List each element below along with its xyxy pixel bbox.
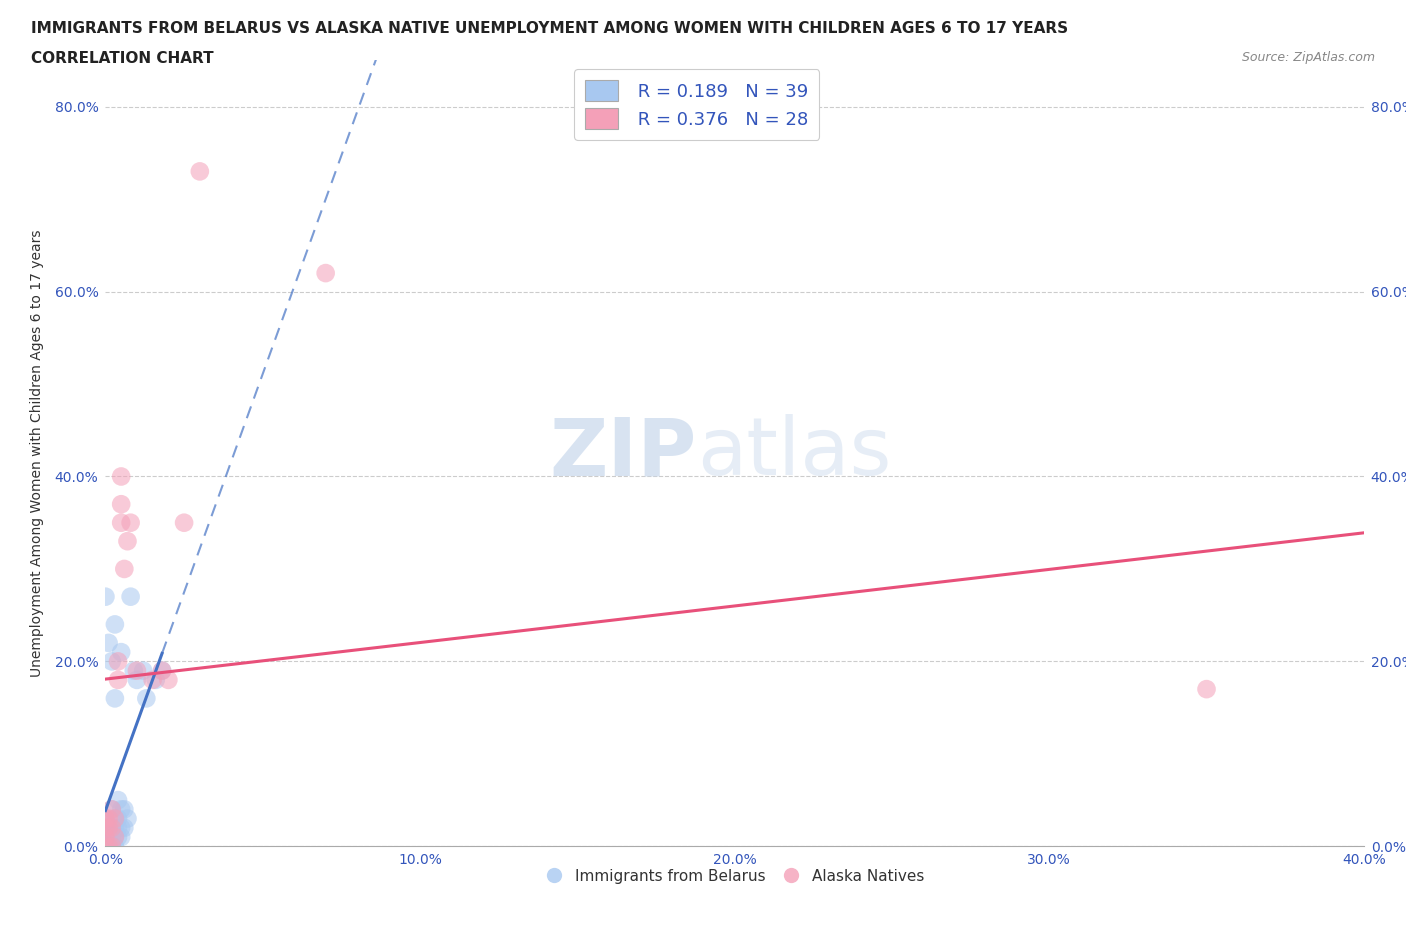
Point: [94, 830, 117, 844]
Point: [107, 830, 129, 844]
Point: [100, 839, 122, 854]
Point: [107, 654, 129, 669]
Point: [150, 663, 173, 678]
Point: [100, 654, 122, 669]
Point: [97, 820, 120, 835]
Point: [97, 635, 120, 650]
Point: [142, 672, 165, 687]
Point: [104, 830, 127, 844]
Point: [135, 691, 157, 706]
Point: [107, 820, 129, 835]
Point: [110, 469, 132, 484]
Point: [157, 672, 180, 687]
Point: [97, 839, 120, 854]
Point: [110, 830, 132, 844]
Point: [150, 663, 173, 678]
Point: [107, 811, 129, 826]
Point: [100, 802, 122, 817]
Point: [97, 820, 120, 835]
Point: [125, 663, 148, 678]
Point: [315, 266, 337, 281]
Point: [110, 644, 132, 659]
Point: [97, 811, 120, 826]
Point: [112, 562, 135, 577]
Point: [94, 820, 117, 835]
Point: [94, 820, 117, 835]
Point: [94, 811, 117, 826]
Point: [97, 830, 120, 844]
Point: [110, 820, 132, 835]
Point: [104, 820, 127, 835]
Point: [107, 792, 129, 807]
Point: [117, 811, 139, 826]
Point: [112, 802, 135, 817]
Text: IMMIGRANTS FROM BELARUS VS ALASKA NATIVE UNEMPLOYMENT AMONG WOMEN WITH CHILDREN : IMMIGRANTS FROM BELARUS VS ALASKA NATIVE…: [31, 21, 1069, 36]
Point: [117, 534, 139, 549]
Point: [145, 672, 167, 687]
Point: [100, 830, 122, 844]
Point: [110, 802, 132, 817]
Point: [94, 830, 117, 844]
Point: [104, 830, 127, 844]
Point: [104, 839, 127, 854]
Point: [110, 515, 132, 530]
Text: Source: ZipAtlas.com: Source: ZipAtlas.com: [1241, 51, 1375, 64]
Point: [1195, 682, 1218, 697]
Point: [188, 164, 211, 179]
Point: [107, 672, 129, 687]
Point: [97, 839, 120, 854]
Point: [122, 663, 145, 678]
Point: [112, 820, 135, 835]
Point: [94, 839, 117, 854]
Point: [132, 663, 155, 678]
Point: [100, 839, 122, 854]
Y-axis label: Unemployment Among Women with Children Ages 6 to 17 years: Unemployment Among Women with Children A…: [30, 230, 44, 677]
Point: [110, 497, 132, 512]
Point: [104, 617, 127, 631]
Point: [104, 811, 127, 826]
Legend: Immigrants from Belarus, Alaska Natives: Immigrants from Belarus, Alaska Natives: [538, 862, 931, 890]
Point: [125, 672, 148, 687]
Point: [94, 811, 117, 826]
Text: atlas: atlas: [697, 415, 891, 492]
Text: ZIP: ZIP: [550, 415, 697, 492]
Point: [94, 839, 117, 854]
Point: [104, 691, 127, 706]
Point: [104, 811, 127, 826]
Point: [100, 820, 122, 835]
Point: [94, 590, 117, 604]
Point: [173, 515, 195, 530]
Point: [120, 590, 142, 604]
Point: [120, 515, 142, 530]
Point: [97, 839, 120, 854]
Point: [100, 802, 122, 817]
Point: [100, 820, 122, 835]
Text: CORRELATION CHART: CORRELATION CHART: [31, 51, 214, 66]
